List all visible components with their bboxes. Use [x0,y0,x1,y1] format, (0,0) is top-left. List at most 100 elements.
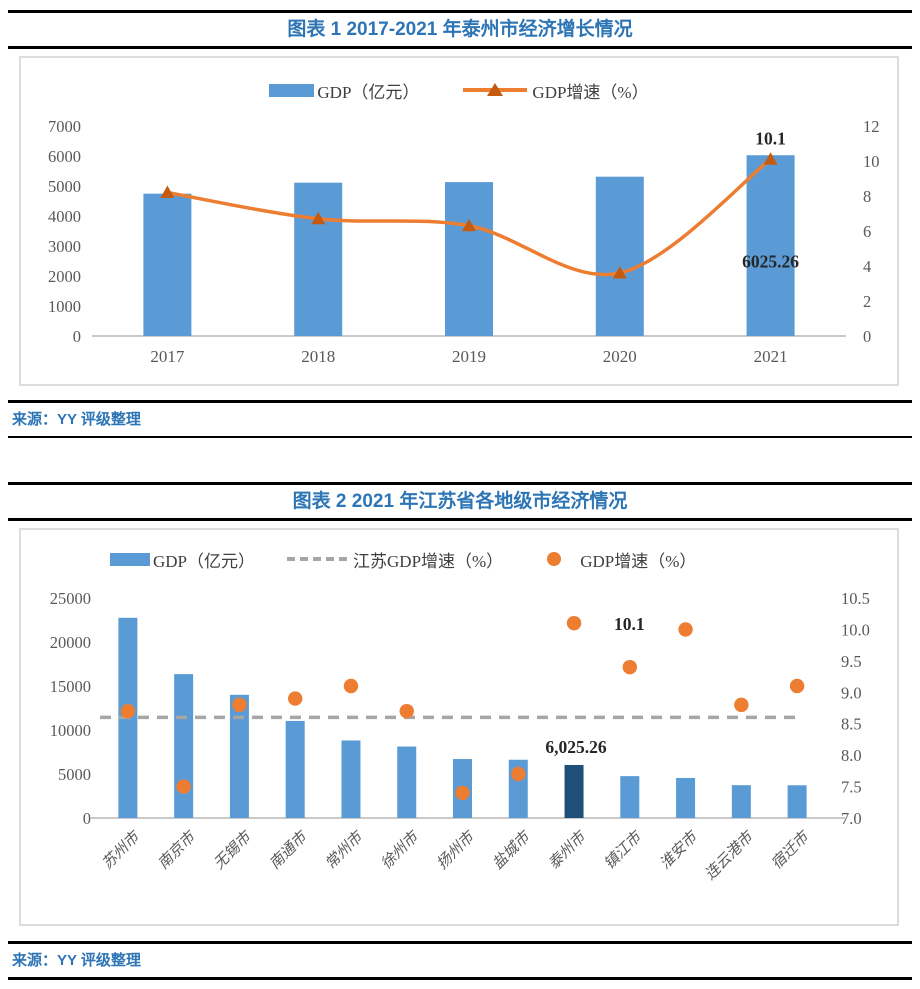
x-axis-label: 常州市 [322,827,367,872]
dot-swatch-icon [547,552,562,566]
left-axis-tick: 7000 [48,117,81,136]
right-axis-tick: 8 [863,187,871,206]
spacer [0,438,920,482]
left-axis-tick: 0 [83,809,91,828]
left-axis-tick: 1000 [48,297,81,316]
legend-item-city-growth: GDP增速（%） [546,547,696,572]
x-axis-label: 连云港市 [702,827,758,883]
legend-item-gdp: GDP（亿元） [269,78,419,103]
growth-dot-徐州市 [399,703,414,719]
growth-dot-宿迁市 [789,678,805,694]
x-axis-label: 宿迁市 [768,827,813,872]
figure1-plot-area: 0 1000 2000 3000 4000 5000 6000 7000 0 2 4 6 8 10 12 20… [48,117,880,366]
left-axis-tick: 3000 [48,237,81,256]
figure2-plot-area: 0 5000 10000 15000 20000 25000 7.0 7.5 8.0 8.5 9.0… [50,589,870,883]
divider [8,482,912,485]
dashed-line-swatch-icon [287,557,350,561]
x-axis-label: 淮安市 [657,827,702,872]
gdp-bar-2021 [746,155,795,336]
legend-item-jiangsu-growth: 江苏GDP增速（%） [286,547,503,572]
x-axis-label: 扬州市 [433,827,478,872]
right-axis-tick: 8.0 [841,746,862,765]
gdp-bar-宿迁市 [787,785,807,818]
figure2-source: 来源：YY 评级整理 [12,952,141,969]
right-axis-tick: 2 [863,292,871,311]
x-axis-label: 泰州市 [545,827,590,872]
gdp-bar-连云港市 [731,785,751,818]
x-axis-label: 无锡市 [210,827,255,872]
figure2-legend: GDP（亿元） 江苏GDP增速（%） GDP增速（%） [21,530,897,575]
gdp-bar-南通市 [285,720,305,818]
growth-dot-盐城市 [511,766,526,782]
gdp-bar-镇江市 [620,776,640,818]
legend-label: 江苏GDP增速（%） [353,551,504,571]
growth-dot-泰州市 [566,615,582,631]
legend-label: GDP增速（%） [580,551,697,571]
figure1-legend: GDP（亿元） GDP增速（%） [21,58,897,106]
growth-dot-镇江市 [622,659,638,675]
right-axis-tick: 9.0 [841,683,862,702]
left-axis-tick: 15000 [50,677,91,696]
right-axis-tick: 12 [863,117,880,136]
growth-marker-2020 [612,266,627,279]
legend-label: GDP（亿元） [153,551,256,571]
growth-dot-常州市 [343,678,359,694]
growth-dot-苏州市 [120,703,136,719]
x-axis-label: 镇江市 [601,827,646,872]
legend-item-gdp: GDP（亿元） [110,547,255,572]
gdp-bar-南京市 [174,674,194,818]
growth-dot-无锡市 [232,697,247,713]
gdp-bar-淮安市 [676,777,696,818]
figure2-chart: GDP（亿元） 江苏GDP增速（%） GDP增速（%） 0 5000 10000 15… [19,528,899,926]
figure1-chart: GDP（亿元） GDP增速（%） 0 1000 2000 3000 4000 5000 60… [19,56,899,386]
bar-swatch-icon [269,83,315,97]
data-label-gdp: 6,025.26 [545,737,607,757]
left-axis-tick: 6000 [48,147,81,166]
x-axis-label: 南通市 [266,827,311,872]
growth-marker-2017 [160,185,175,198]
growth-dot-扬州市 [455,785,470,801]
growth-dot-淮安市 [678,622,693,637]
left-axis-tick: 5000 [58,765,91,784]
right-axis-tick: 4 [863,257,871,276]
line-triangle-swatch-icon [463,83,528,96]
gdp-bar-2020 [595,176,644,336]
right-axis-tick: 10.0 [841,620,870,639]
x-axis-label: 徐州市 [378,827,423,872]
growth-dot-连云港市 [734,697,749,713]
divider [8,518,912,521]
left-axis-tick: 4000 [48,207,81,226]
figure1-title: 图表 1 2017-2021 年泰州市经济增长情况 [287,19,633,40]
right-axis-tick: 6 [863,222,871,241]
right-axis-tick: 7.5 [841,778,862,797]
right-axis-tick: 10 [863,152,880,171]
right-axis-tick: 9.5 [841,652,862,671]
left-axis-tick: 5000 [48,177,81,196]
growth-dot-南通市 [287,691,303,706]
legend-item-growth: GDP增速（%） [461,78,649,103]
x-axis-label: 2017 [150,347,185,366]
gdp-bar-2018 [294,182,343,336]
x-axis-label: 苏州市 [99,827,144,872]
growth-marker-2021 [763,152,778,165]
right-axis-tick: 7.0 [841,809,862,828]
gdp-bar-泰州市 [564,764,584,818]
left-axis-tick: 10000 [50,721,91,740]
x-axis-label: 2020 [603,347,637,366]
right-axis-tick: 0 [863,327,871,346]
left-axis-tick: 0 [73,327,81,346]
gdp-bar-徐州市 [397,746,417,818]
x-axis-label: 2021 [754,347,788,366]
x-axis-label: 盐城市 [489,827,534,872]
left-axis-tick: 25000 [50,589,91,608]
right-axis-tick: 8.5 [841,715,862,734]
left-axis-tick: 2000 [48,267,81,286]
divider [8,436,912,438]
growth-marker-2019 [462,218,476,232]
legend-label: GDP（亿元） [317,82,420,102]
x-axis-label: 南京市 [155,827,200,872]
left-axis-tick: 20000 [50,633,91,652]
divider [8,400,912,403]
figure2-title: 图表 2 2021 年江苏省各地级市经济情况 [292,491,628,512]
